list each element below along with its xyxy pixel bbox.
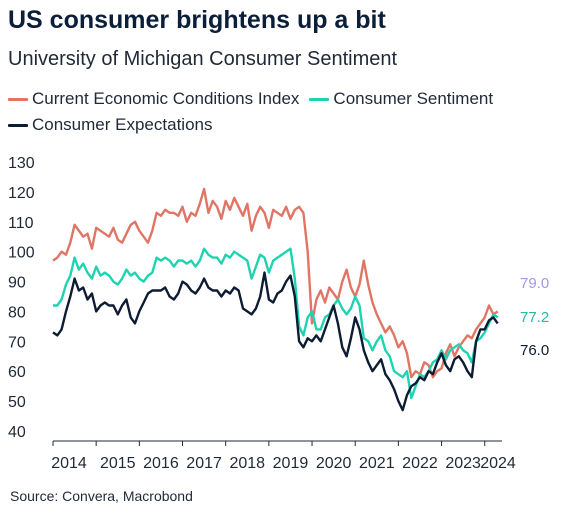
x-tick-label: 2024 [480,455,516,472]
y-tick-label: 120 [8,185,35,202]
source-note: Source: Convera, Macrobond [10,488,193,504]
x-tick-label: 2018 [229,455,265,472]
y-tick-label: 70 [8,334,26,351]
y-tick-label: 130 [8,155,35,172]
legend-label-current: Current Economic Conditions Index [32,89,300,108]
x-tick-label: 2014 [51,455,87,472]
x-tick-label: 2015 [100,455,136,472]
y-tick-label: 60 [8,364,26,381]
legend-item-expectations: Consumer Expectations [8,115,212,135]
x-tick-label: 2021 [359,455,395,472]
series-line-current [52,187,499,379]
chart-title: US consumer brightens up a bit [8,6,386,34]
legend-swatch-current [8,97,28,101]
line-chart: 40 50 60 70 80 90 100 110 120 130 2014 2015 2016 2017… [8,155,549,472]
x-tick-label: 2020 [316,455,352,472]
x-tick-label: 2019 [273,455,309,472]
chart-subtitle: University of Michigan Consumer Sentimen… [8,48,398,70]
y-tick-label: 40 [8,424,26,441]
legend-item-sentiment: Consumer Sentiment [309,89,493,109]
y-tick-label: 100 [8,245,35,262]
legend-swatch-sentiment [309,97,330,101]
legend-swatch-expectations [8,123,28,127]
series-line-expectations [52,271,499,412]
legend-label-expectations: Consumer Expectations [32,115,213,134]
legend-item-current: Current Economic Conditions Index [8,89,299,109]
end-value-label-expectations: 76.0 [520,342,549,359]
x-tick-label: 2016 [143,455,179,472]
end-value-label-current: 79.0 [520,275,549,292]
series-line-sentiment [53,247,499,400]
y-tick-label: 50 [8,394,26,411]
legend-label-sentiment: Consumer Sentiment [333,89,494,108]
y-tick-label: 80 [8,304,26,321]
legend: Current Economic Conditions Index Consum… [8,86,528,138]
y-tick-label: 90 [8,275,26,292]
x-tick-label: 2017 [186,455,222,472]
x-tick-label: 2022 [402,455,438,472]
end-value-label-sentiment: 77.2 [520,309,549,326]
x-tick-label: 2023 [445,455,481,472]
y-tick-label: 110 [8,215,34,232]
